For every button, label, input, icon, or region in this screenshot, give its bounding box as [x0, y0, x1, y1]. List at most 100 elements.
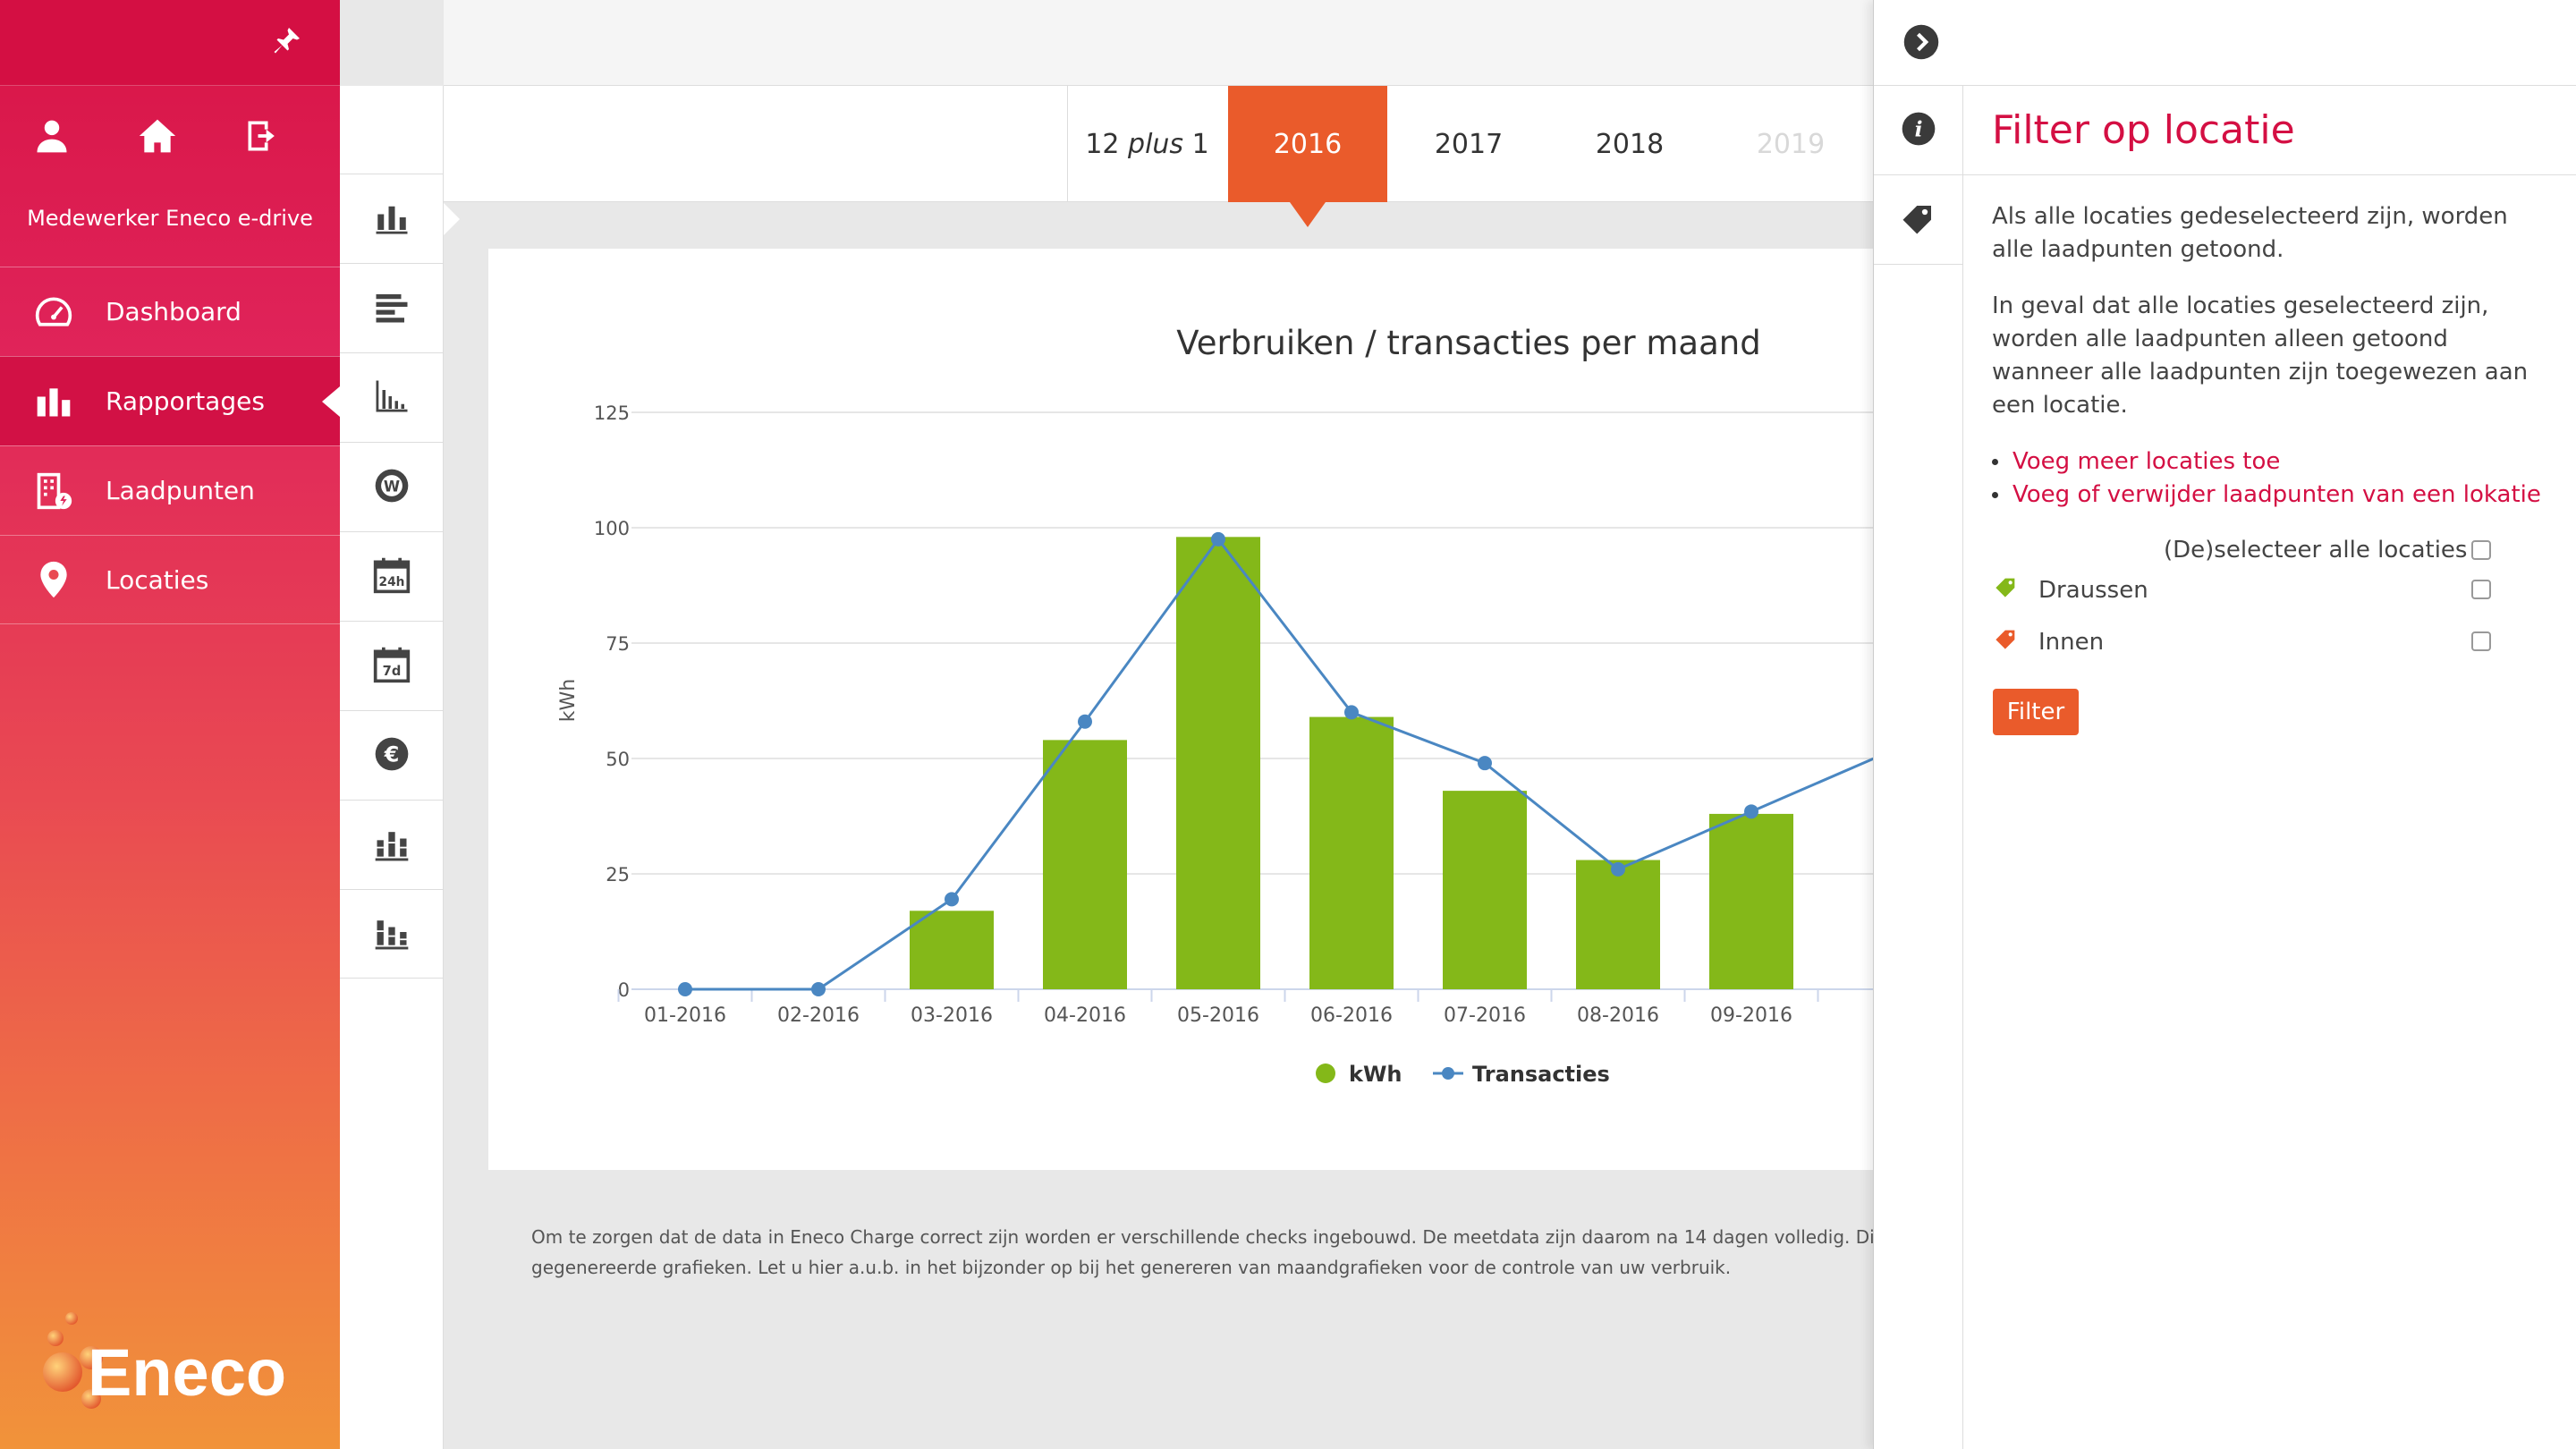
tab-12-plus-1[interactable]: 12 plus 1: [1067, 86, 1226, 202]
sidebar-icon-row: [0, 116, 340, 170]
filter-panel: i Filter op locatie Als alle locaties ge…: [1873, 0, 2576, 1449]
sidebar-topbar: [0, 0, 340, 86]
y-tick-label: 125: [594, 402, 630, 424]
filter-button[interactable]: Filter: [1993, 689, 2079, 735]
filter-info-text-2: In geval dat alle locaties geselecteerd …: [1992, 292, 2529, 419]
nav-item-laadpunten[interactable]: Laadpunten: [0, 445, 340, 535]
histogram-icon: [373, 377, 411, 419]
svg-text:€: €: [384, 741, 400, 767]
report-w-button[interactable]: W: [340, 442, 444, 531]
nav-label: Rapportages: [106, 386, 265, 416]
pin-icon[interactable]: [270, 25, 302, 57]
y-tick-label: 25: [606, 864, 630, 886]
transacties-point-05-2016: [1211, 531, 1225, 547]
bullet: [1992, 492, 1998, 498]
chart-legend[interactable]: kWh Transacties: [1316, 1062, 1610, 1087]
location-label: Innen: [2038, 628, 2105, 656]
tab-label-post: 1: [1183, 128, 1209, 160]
select-all-row: (De)selecteer alle locaties: [2164, 537, 2467, 564]
report-stacked-bars-down-button[interactable]: [340, 889, 444, 979]
bar-05-2016: [1176, 537, 1260, 989]
horizontal-bars-icon: [373, 288, 411, 329]
logo-text: Eneco: [88, 1335, 286, 1410]
filter-info-text-1: Als alle locaties gedeselecteerd zijn, w…: [1992, 203, 2508, 263]
year-tab-bar: 12 plus 1 2016 2017 2018 2019: [444, 86, 1875, 227]
bar-chart-icon: [34, 382, 73, 421]
stacked-bars-down-icon: [372, 912, 411, 955]
bar-09-2016: [1709, 813, 1793, 989]
nav-label: Dashboard: [106, 297, 242, 326]
tab-2018[interactable]: 2018: [1595, 128, 1665, 160]
transacties-point-08-2016: [1611, 861, 1625, 877]
tab-2019: 2019: [1756, 128, 1826, 160]
nav-item-rapportages[interactable]: Rapportages: [0, 356, 340, 445]
top-header: [444, 0, 1875, 86]
nav-item-locaties[interactable]: Locaties: [0, 535, 340, 624]
tab-label-pre: 12: [1085, 128, 1129, 160]
sidebar-nav: Dashboard Rapportages Laadpunten Locatie…: [0, 267, 340, 624]
bar-07-2016: [1443, 791, 1527, 989]
home-icon[interactable]: [138, 116, 177, 156]
transacties-point-01-2016: [678, 982, 692, 996]
tab-2017[interactable]: 2017: [1434, 128, 1504, 160]
select-all-checkbox[interactable]: [2471, 540, 2491, 560]
bar-08-2016: [1576, 860, 1660, 989]
legend-kwh-label[interactable]: kWh: [1349, 1062, 1402, 1087]
chart-title: Verbruiken / transacties per maand: [1176, 324, 1760, 362]
add-locations-link[interactable]: Voeg meer locaties toe: [1992, 445, 2576, 479]
bar-03-2016: [910, 911, 994, 989]
location-checkbox-draussen[interactable]: [2471, 580, 2491, 599]
chart-y-ticks: 0 25 50 75 100 125: [594, 402, 630, 1001]
edit-chargepoints-link-label: Voeg of verwijder laadpunten van een lok…: [2012, 481, 2541, 508]
transacties-point-09-2016: [1744, 804, 1758, 819]
tag-icon: [1994, 626, 2019, 657]
report-bar-chart-button[interactable]: [340, 174, 460, 263]
chart-bars: [910, 537, 1793, 989]
building-icon: [34, 471, 73, 511]
y-tick-label: 100: [594, 518, 630, 539]
report-stacked-bars-button[interactable]: [340, 800, 444, 889]
collapse-panel-icon[interactable]: [1902, 23, 1940, 64]
tag-filter-button[interactable]: [1874, 175, 1979, 265]
monthly-usage-chart: Verbruiken / transacties per maand kWh 0…: [557, 324, 1885, 1087]
nav-label: Laadpunten: [106, 476, 255, 505]
report-24h-button[interactable]: 24h: [340, 531, 444, 621]
svg-text:7d: 7d: [383, 663, 402, 678]
location-checkbox-innen[interactable]: [2471, 631, 2491, 651]
report-euro-button[interactable]: €: [340, 710, 444, 800]
svg-text:i: i: [1915, 116, 1923, 141]
tab-2016[interactable]: 2016: [1228, 86, 1387, 227]
tag-icon: [1994, 574, 2019, 606]
logout-icon[interactable]: [243, 116, 283, 156]
x-tick-label: 04-2016: [1044, 1004, 1126, 1027]
nav-label: Locaties: [106, 564, 209, 595]
tag-icon: [1900, 199, 1937, 241]
select-all-label: (De)selecteer alle locaties: [2164, 537, 2468, 564]
user-role-label: Medewerker Eneco e-drive: [27, 206, 313, 231]
user-icon[interactable]: [32, 116, 72, 156]
speedometer-icon: [34, 292, 73, 332]
tab-label-em: plus: [1128, 128, 1184, 160]
bar-chart-icon: [373, 199, 411, 240]
filter-panel-icon-column: i: [1874, 86, 1979, 1449]
location-label: Draussen: [2038, 576, 2148, 604]
report-7d-button[interactable]: 7d: [340, 621, 444, 710]
note-line-1: Om te zorgen dat de data in Eneco Charge…: [531, 1226, 1873, 1248]
x-tick-label: 02-2016: [777, 1004, 860, 1027]
legend-transacties-label[interactable]: Transacties: [1472, 1062, 1610, 1087]
bullet: [1992, 459, 1998, 465]
info-button[interactable]: i: [1874, 86, 1963, 175]
edit-chargepoints-link[interactable]: Voeg of verwijder laadpunten van een lok…: [1992, 479, 2576, 512]
x-tick-label: 09-2016: [1710, 1004, 1792, 1027]
filter-panel-top: [1874, 0, 2576, 86]
report-horizontal-bars-button[interactable]: [340, 263, 444, 352]
filter-panel-title: Filter op locatie: [1963, 86, 2576, 175]
nav-item-dashboard[interactable]: Dashboard: [0, 267, 340, 356]
calendar-7d-icon: 7d: [372, 645, 411, 688]
report-histogram-button[interactable]: [340, 352, 444, 442]
chart-line-series: [678, 531, 1885, 996]
location-row-draussen: Draussen: [1994, 574, 2148, 606]
filter-panel-content: Filter op locatie Als alle locaties gede…: [1963, 86, 2576, 512]
y-tick-label: 50: [606, 749, 630, 770]
filter-links: Voeg meer locaties toe Voeg of verwijder…: [1963, 445, 2576, 512]
